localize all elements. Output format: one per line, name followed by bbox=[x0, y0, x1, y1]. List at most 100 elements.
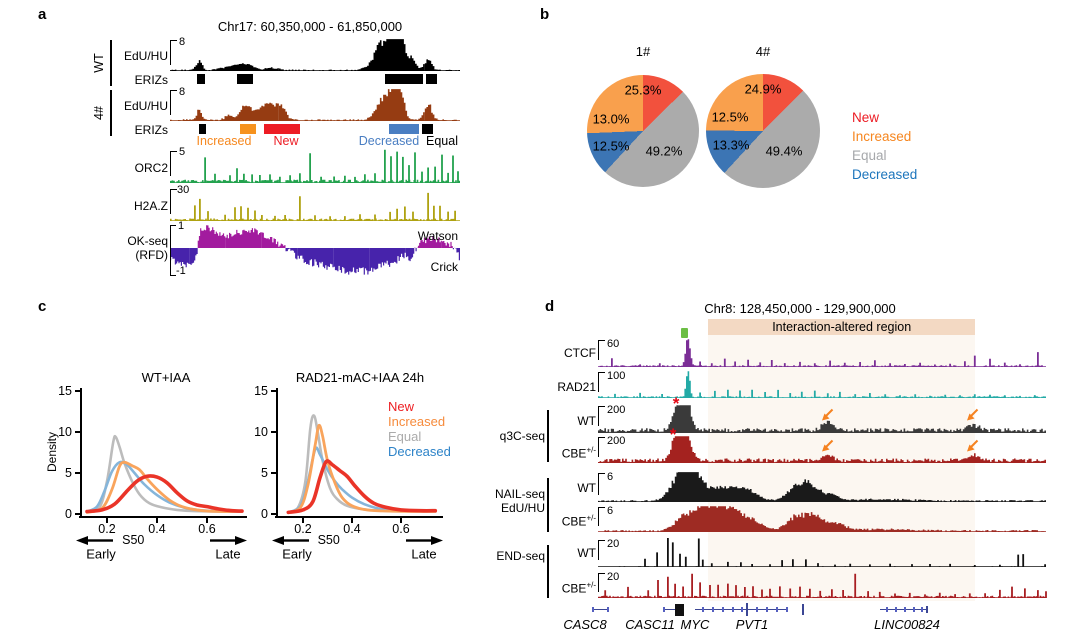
y-tick-label: 5 bbox=[261, 466, 268, 480]
track-label-q3c_wt: WT bbox=[577, 414, 596, 428]
asterisk-mark: * bbox=[672, 394, 680, 413]
group-bar bbox=[547, 410, 549, 462]
group-label-4: 4# bbox=[92, 106, 106, 120]
track-scale: 30 bbox=[177, 184, 190, 196]
track-label-nail_cbe: CBE+/- bbox=[562, 514, 596, 529]
gene-exon-tick bbox=[722, 607, 724, 613]
gene-exon-tick bbox=[895, 607, 897, 613]
group-label-wt: WT bbox=[92, 53, 106, 73]
gene-exon-tick bbox=[592, 607, 594, 613]
gene-exon-tick bbox=[741, 607, 743, 613]
track-label: H2A.Z bbox=[133, 199, 168, 213]
group-bar bbox=[110, 90, 112, 136]
scale-bracket bbox=[598, 340, 605, 360]
track-rad21 bbox=[598, 371, 1046, 398]
eriz-box bbox=[426, 74, 437, 84]
x-tick bbox=[302, 518, 304, 523]
group-bar bbox=[547, 545, 549, 598]
track-label: ERIZs bbox=[134, 73, 168, 87]
x-tick-label: 0.2 bbox=[294, 522, 312, 536]
gene-exon-tick bbox=[886, 607, 888, 613]
track-label-text: RAD21 bbox=[557, 380, 596, 394]
gene-exon-tick bbox=[732, 607, 734, 613]
late-label: Late bbox=[411, 546, 437, 562]
panel-c-letter: c bbox=[38, 298, 47, 315]
x-axis bbox=[275, 516, 443, 518]
orange-arrow bbox=[822, 408, 834, 421]
panel-a-title: Chr17: 60,350,000 - 61,850,000 bbox=[217, 19, 403, 34]
track-label-rad21: RAD21 bbox=[557, 380, 596, 394]
scale-bracket bbox=[598, 573, 605, 592]
track-label: ORC2 bbox=[134, 161, 168, 175]
y-axis bbox=[276, 388, 278, 517]
track-scale: 6 bbox=[607, 471, 614, 483]
gene-exon-tick bbox=[926, 606, 928, 614]
track-label-ctcf: CTCF bbox=[564, 346, 596, 360]
y-tick-label: 0 bbox=[261, 507, 268, 521]
y-tick-label: 5 bbox=[65, 466, 72, 480]
track-scale: 100 bbox=[607, 370, 626, 382]
group-label: END-seq bbox=[496, 549, 545, 563]
pie-slice-label: 13.3% bbox=[712, 137, 750, 153]
scale-bracket bbox=[598, 540, 605, 560]
track-scale: 200 bbox=[607, 404, 626, 416]
y-tick-label: 15 bbox=[58, 384, 72, 398]
pie-slice-label: 24.9% bbox=[744, 81, 782, 97]
group-label: EdU/HU bbox=[500, 501, 545, 515]
pie1-title: 1# bbox=[635, 44, 651, 59]
gene-exon-tick bbox=[712, 607, 714, 613]
orange-arrow bbox=[822, 439, 834, 452]
track-q3c_cbe bbox=[598, 436, 1046, 463]
eriz-box bbox=[422, 124, 433, 134]
track-label-sup: +/- bbox=[586, 513, 596, 523]
scale-bracket bbox=[598, 437, 605, 457]
x-axis bbox=[79, 516, 247, 518]
y-tick-label: 10 bbox=[254, 425, 268, 439]
gene-label-PVT1: PVT1 bbox=[735, 617, 769, 632]
y-axis-label: Density bbox=[45, 431, 59, 473]
gene-exon-tick bbox=[802, 604, 804, 616]
pie2-title: 4# bbox=[755, 44, 771, 59]
track-nail_wt bbox=[598, 472, 1046, 502]
eriz-box bbox=[239, 124, 256, 134]
y-tick bbox=[75, 513, 80, 515]
track-label-end_cbe: CBE+/- bbox=[562, 581, 596, 596]
gene-line bbox=[663, 609, 675, 611]
y-tick bbox=[271, 513, 276, 515]
plot1-title: WT+IAA bbox=[141, 370, 191, 385]
x-tick-label: 0.4 bbox=[148, 522, 166, 536]
pie-chart-4# bbox=[706, 74, 820, 188]
s50-label: S50 bbox=[122, 533, 145, 547]
track-scale: 20 bbox=[607, 538, 620, 550]
gene-exon-tick bbox=[766, 607, 768, 613]
x-tick-label: 0.2 bbox=[98, 522, 116, 536]
track-scale: 6 bbox=[607, 505, 614, 517]
track-label-text: CBE bbox=[561, 514, 587, 529]
gene-label-CASC11: CASC11 bbox=[625, 617, 675, 632]
scale-bracket bbox=[598, 372, 605, 392]
group-bar bbox=[547, 478, 549, 532]
gene-box-myc bbox=[675, 603, 684, 616]
late-arrow bbox=[210, 536, 247, 545]
track-label-text: CBE bbox=[561, 581, 587, 596]
x-tick bbox=[206, 518, 208, 523]
track-scale: 60 bbox=[607, 338, 620, 350]
asterisk-mark: * bbox=[669, 425, 677, 444]
eriz-class-label: Increased bbox=[196, 134, 252, 148]
x-tick-label: 0.4 bbox=[343, 522, 361, 536]
track-label: ERIZs bbox=[134, 123, 168, 137]
track-scale: 20 bbox=[607, 571, 620, 583]
track-ctcf bbox=[598, 339, 1046, 367]
gene-exon-tick bbox=[607, 607, 609, 613]
gene-exon-tick bbox=[756, 607, 758, 613]
track-orc2 bbox=[170, 149, 460, 183]
track-scale: 8 bbox=[179, 86, 186, 98]
track-q3c_wt bbox=[598, 405, 1046, 433]
track-label-text: CBE bbox=[561, 446, 587, 461]
track-label-sup: +/- bbox=[586, 445, 596, 455]
gene-exon-tick bbox=[663, 607, 665, 613]
track-nail_cbe bbox=[598, 506, 1046, 532]
gene-line bbox=[592, 609, 608, 611]
eriz-box bbox=[197, 74, 205, 84]
